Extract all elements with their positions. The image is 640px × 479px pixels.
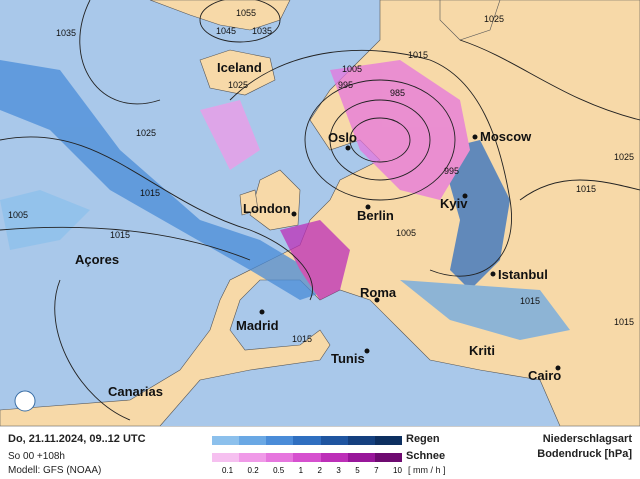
legend-subtitle: Bodendruck [hPa]: [537, 448, 632, 460]
svg-text:Cairo: Cairo: [528, 368, 561, 383]
svg-text:Kyiv: Kyiv: [440, 196, 468, 211]
scale-tick: 3: [336, 466, 341, 475]
rain-swatch: [293, 436, 321, 445]
svg-text:Istanbul: Istanbul: [498, 267, 548, 282]
rain-label: Regen: [406, 433, 440, 445]
snow-swatch: [347, 453, 375, 462]
rain-swatch: [374, 436, 402, 445]
scale-tick: 0.1: [222, 466, 234, 475]
svg-text:1035: 1035: [252, 26, 272, 36]
rain-swatch: [320, 436, 348, 445]
scale-tick: 10: [393, 466, 402, 475]
svg-text:Madrid: Madrid: [236, 318, 279, 333]
rain-swatch: [212, 436, 240, 445]
legend-title: Niederschlagsart: [542, 433, 632, 445]
scale-tick: 1: [298, 466, 304, 475]
svg-text:Iceland: Iceland: [217, 60, 262, 75]
legend-footer: Do, 21.11.2024, 09..12 UTC So 00 +108h M…: [0, 426, 640, 479]
scale-tick: 7: [374, 466, 379, 475]
svg-text:Oslo: Oslo: [328, 130, 357, 145]
snow-swatch: [266, 453, 294, 462]
scale-tick: 5: [355, 466, 360, 475]
city-labels: Iceland Oslo Moscow London Berlin Kyiv A…: [75, 60, 561, 399]
svg-text:1025: 1025: [614, 152, 634, 162]
svg-text:995: 995: [338, 80, 353, 90]
snow-label: Schnee: [406, 450, 446, 462]
svg-text:1025: 1025: [136, 128, 156, 138]
svg-text:1015: 1015: [614, 317, 634, 327]
precipitation: [0, 60, 570, 340]
isobar-labels: 1055 1045 1035 1035 1025 1015 1005 995 9…: [8, 8, 634, 344]
unit-label: [ mm / h ]: [408, 465, 446, 475]
rain-swatch: [239, 436, 267, 445]
snow-swatch: [374, 453, 402, 462]
logo-icon: [14, 390, 36, 412]
svg-text:1025: 1025: [228, 80, 248, 90]
svg-text:1045: 1045: [216, 26, 236, 36]
svg-text:1025: 1025: [484, 14, 504, 24]
scale-tick: 0.5: [273, 466, 285, 475]
isobars: [0, 0, 640, 421]
svg-text:1015: 1015: [110, 230, 130, 240]
scale-ticks: 0.1 0.2 0.5 1 2 3 5 7 10: [222, 466, 402, 475]
svg-text:Moscow: Moscow: [480, 129, 532, 144]
snow-swatch: [320, 453, 348, 462]
svg-text:1005: 1005: [396, 228, 416, 238]
svg-text:1015: 1015: [520, 296, 540, 306]
svg-text:Canarias: Canarias: [108, 384, 163, 399]
rain-colorbar: [212, 436, 402, 445]
run-info: So 00 +108h: [8, 451, 65, 462]
svg-text:1035: 1035: [56, 28, 76, 38]
svg-text:Tunis: Tunis: [331, 351, 365, 366]
snow-colorbar: [212, 453, 402, 462]
scale-tick: 0.2: [247, 466, 259, 475]
svg-text:Açores: Açores: [75, 252, 119, 267]
svg-text:995: 995: [444, 166, 459, 176]
snow-swatch: [212, 453, 240, 462]
svg-text:1015: 1015: [292, 334, 312, 344]
svg-text:Berlin: Berlin: [357, 208, 394, 223]
weather-map: 1055 1045 1035 1035 1025 1015 1005 995 9…: [0, 0, 640, 426]
svg-text:1015: 1015: [408, 50, 428, 60]
svg-text:1005: 1005: [342, 64, 362, 74]
valid-time: Do, 21.11.2024, 09..12 UTC: [8, 433, 146, 445]
rain-swatch: [347, 436, 375, 445]
svg-text:London: London: [243, 201, 291, 216]
svg-text:985: 985: [390, 88, 405, 98]
snow-swatch: [293, 453, 321, 462]
svg-text:1055: 1055: [236, 8, 256, 18]
svg-text:Roma: Roma: [360, 285, 397, 300]
svg-text:Kriti: Kriti: [469, 343, 495, 358]
rain-swatch: [266, 436, 294, 445]
snow-swatch: [239, 453, 267, 462]
svg-text:1015: 1015: [140, 188, 160, 198]
scale-tick: 2: [317, 466, 322, 475]
model-info: Modell: GFS (NOAA): [8, 465, 102, 476]
svg-text:1015: 1015: [576, 184, 596, 194]
svg-text:1005: 1005: [8, 210, 28, 220]
